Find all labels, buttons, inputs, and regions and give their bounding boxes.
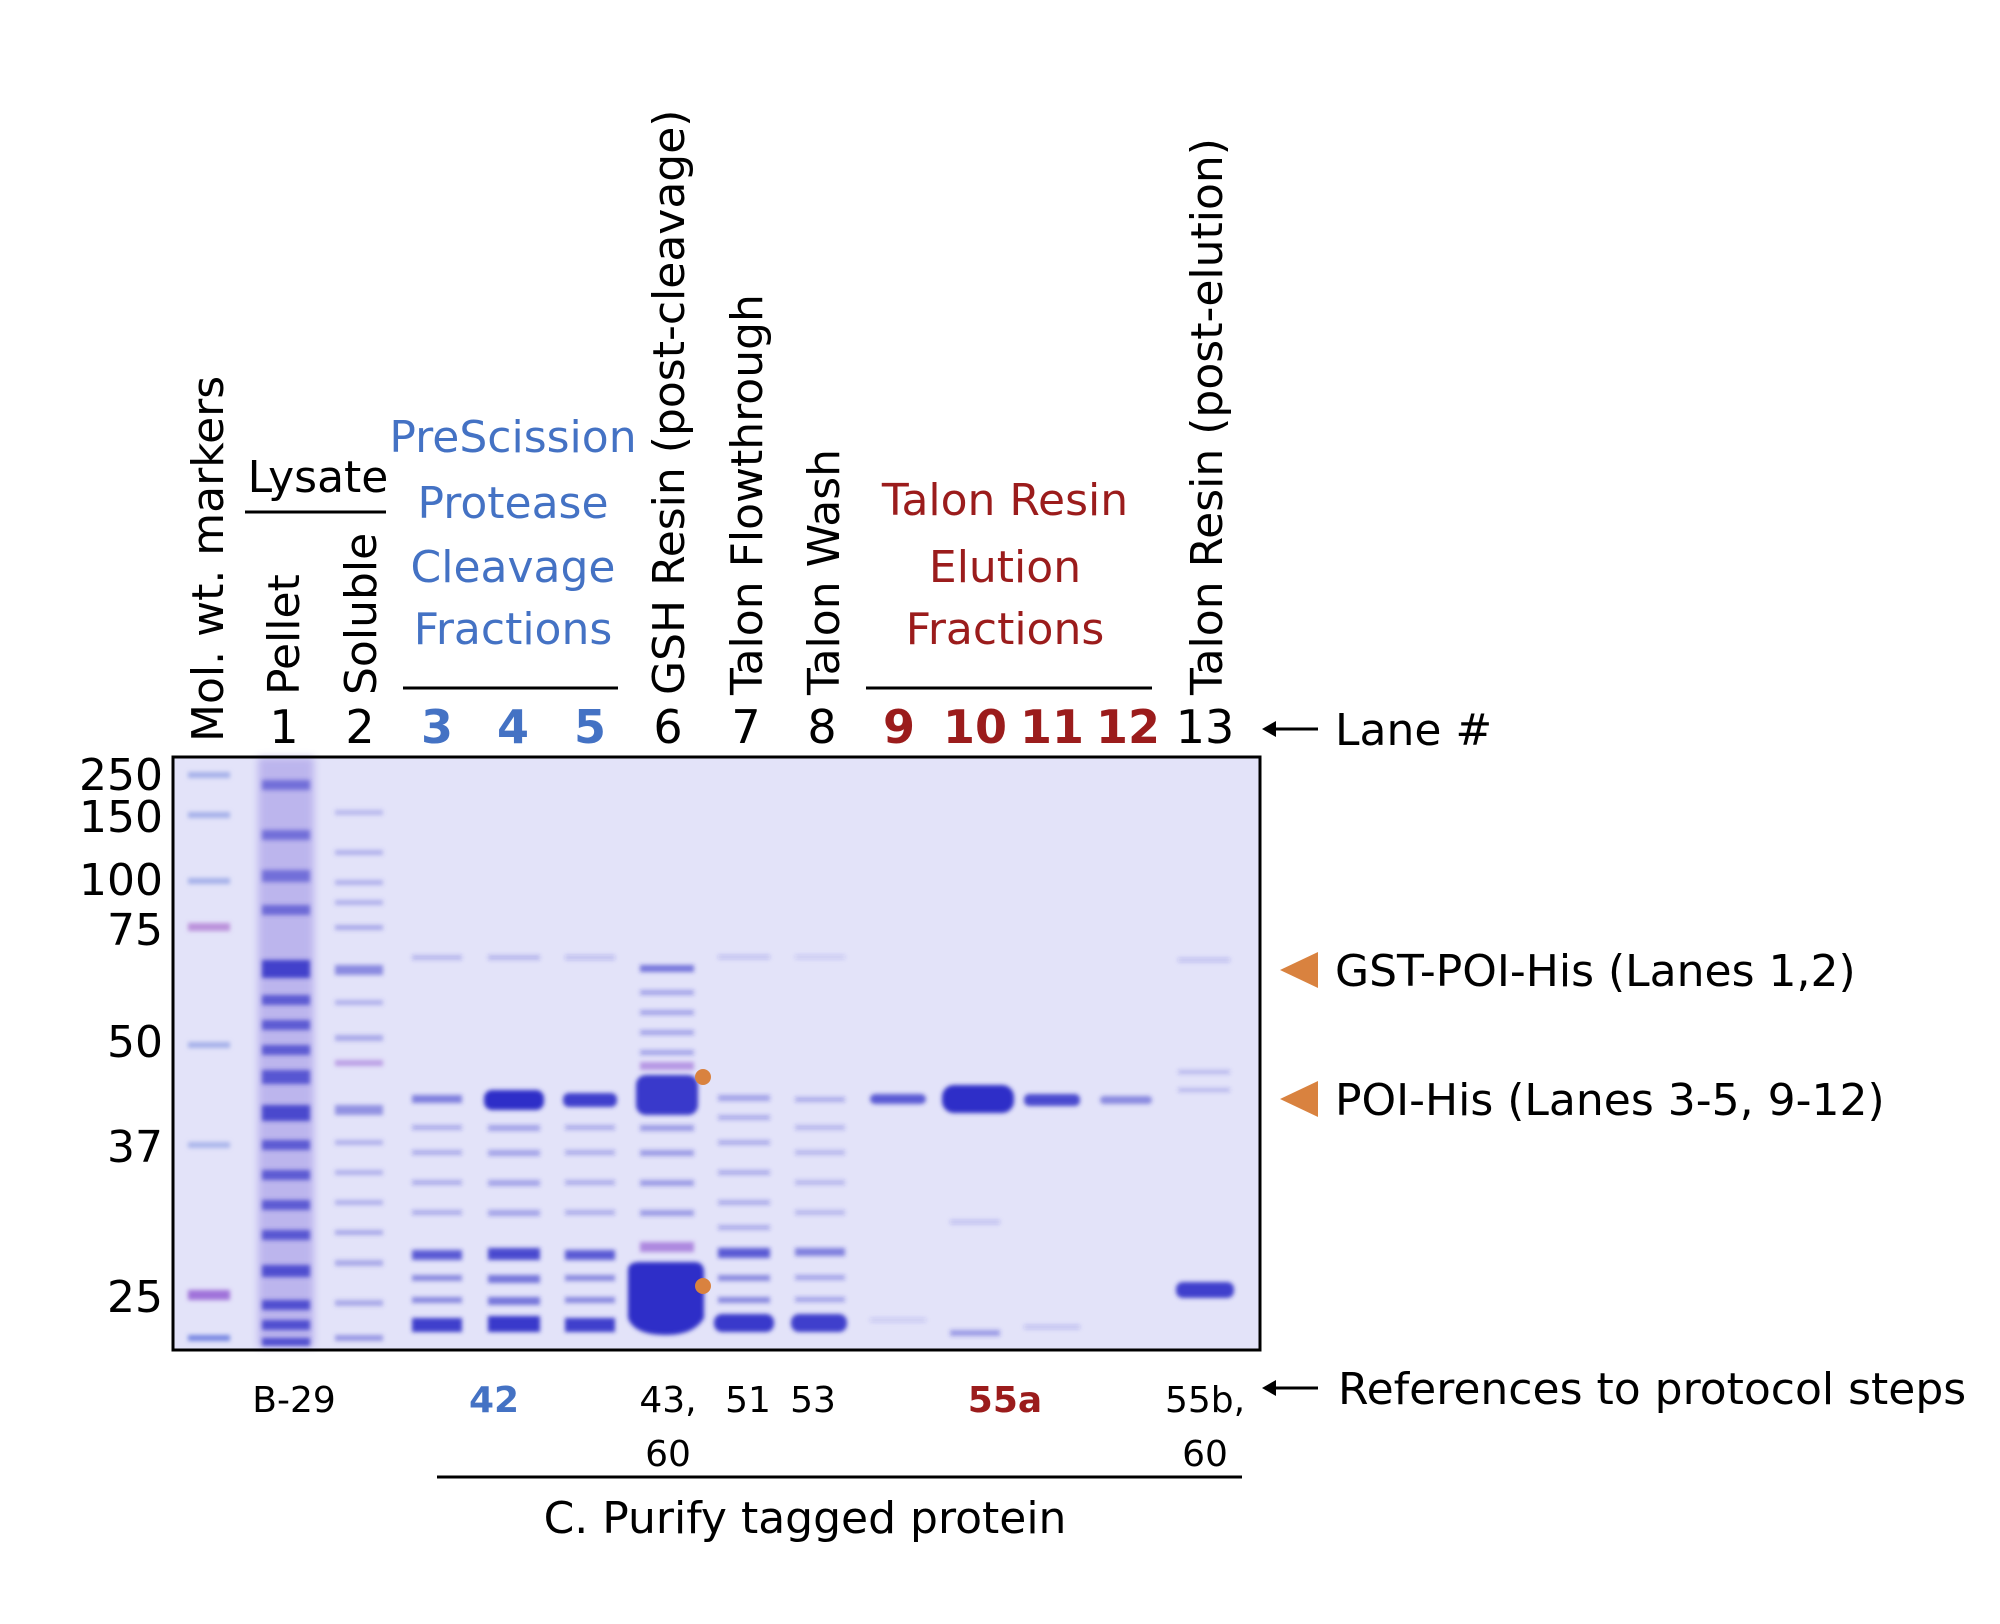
poi-his-label: POI-His (Lanes 3-5, 9-12) xyxy=(1335,1075,1885,1126)
lane-8-talon-wash xyxy=(791,955,847,1332)
mw-label: 25 xyxy=(107,1272,163,1323)
gst-poi-his-label: GST-POI-His (Lanes 1,2) xyxy=(1335,946,1856,997)
protocol-references: B-29 42 43, 60 51 53 55a 55b, 60 xyxy=(252,1380,1245,1475)
protocol-ref: 53 xyxy=(790,1380,836,1421)
talon-elution-line-3: Fractions xyxy=(906,604,1105,655)
talon-elution-group-label: Talon Resin Elution Fractions xyxy=(881,475,1128,655)
prescission-line-3: Cleavage xyxy=(411,542,616,593)
lane-number: 11 xyxy=(1020,700,1084,754)
lane-number: 6 xyxy=(653,700,682,754)
poi-his-arrowhead xyxy=(1280,1081,1318,1117)
mw-label: 250 xyxy=(79,750,163,801)
lanes-9-12-talon-elution xyxy=(870,1085,1152,1336)
lane-header-pellet: Pellet xyxy=(259,574,310,695)
lane-number: 9 xyxy=(883,700,915,754)
protocol-ref: 60 xyxy=(645,1434,691,1475)
lane-numbers: 1 2 3 4 5 6 7 8 9 10 11 12 13 xyxy=(269,700,1234,754)
lane-13-talon-resin-post-elution xyxy=(1176,958,1234,1298)
talon-elution-line-2: Elution xyxy=(929,542,1081,593)
lane-7-talon-flowthrough xyxy=(714,955,774,1332)
protocol-ref: 55b, xyxy=(1165,1380,1245,1421)
lane-header-talon-post-elution: Talon Resin (post-elution) xyxy=(1182,138,1233,696)
mw-marker-labels: 250 150 100 75 50 37 25 xyxy=(79,750,163,1323)
gel-image xyxy=(171,755,1262,1352)
lane-number: 2 xyxy=(345,700,374,754)
lysate-label: Lysate xyxy=(248,452,389,503)
lane-header-talon-wash: Talon Wash xyxy=(799,449,850,696)
lane-number: 7 xyxy=(731,700,760,754)
lane-header-labels: Mol. wt. markers Pellet Soluble GSH Resi… xyxy=(183,110,1233,742)
lane-markers xyxy=(188,772,230,1341)
lane-number: 4 xyxy=(497,700,529,754)
prescission-group-label: PreScission Protease Cleavage Fractions xyxy=(389,412,636,655)
protocol-refs-label: References to protocol steps xyxy=(1338,1364,1966,1415)
mw-label: 150 xyxy=(79,792,163,843)
lane-header-soluble: Soluble xyxy=(336,533,387,695)
mw-label: 100 xyxy=(79,855,163,906)
mw-label: 50 xyxy=(107,1017,163,1068)
gst-free-marker-dot xyxy=(695,1278,711,1294)
lanes-3-5-prescission xyxy=(412,955,617,1332)
protocol-ref: 55a xyxy=(968,1380,1042,1421)
protocol-ref: 51 xyxy=(725,1380,771,1421)
lane-header-talon-flowthrough: Talon Flowthrough xyxy=(722,294,773,696)
prescission-line-2: Protease xyxy=(417,478,608,529)
lane-number: 13 xyxy=(1176,700,1235,754)
lysate-group-label: Lysate xyxy=(245,452,389,514)
protocol-ref: 43, xyxy=(639,1380,696,1421)
lane-number: 10 xyxy=(943,700,1007,754)
mw-label: 75 xyxy=(107,905,163,956)
lane-number: 12 xyxy=(1096,700,1160,754)
mw-label: 37 xyxy=(107,1122,163,1173)
prescission-line-1: PreScission xyxy=(389,412,636,463)
lane-1-pellet xyxy=(258,757,314,1347)
lane-header-markers: Mol. wt. markers xyxy=(183,376,234,742)
gst-tag-marker-dot xyxy=(695,1069,711,1085)
lane-2-soluble xyxy=(335,810,383,1341)
gst-poi-his-arrowhead xyxy=(1280,952,1318,988)
lane-number: 1 xyxy=(269,700,298,754)
lane-number: 3 xyxy=(421,700,453,754)
protocol-refs-pointer: References to protocol steps xyxy=(1262,1364,1966,1415)
protocol-ref: B-29 xyxy=(252,1380,336,1421)
talon-elution-line-1: Talon Resin xyxy=(881,475,1128,526)
lane-6-gsh-resin xyxy=(628,965,704,1335)
prescission-line-4: Fractions xyxy=(414,604,613,655)
band-annotations: GST-POI-His (Lanes 1,2) POI-His (Lanes 3… xyxy=(1280,946,1885,1126)
lane-number-label: Lane # xyxy=(1335,705,1492,756)
section-label: C. Purify tagged protein xyxy=(544,1493,1067,1544)
gel-background xyxy=(173,757,1260,1350)
lane-number-pointer: Lane # xyxy=(1262,705,1492,756)
protocol-ref: 60 xyxy=(1182,1434,1228,1475)
lane-header-gsh-resin: GSH Resin (post-cleavage) xyxy=(644,110,695,695)
protocol-ref: 42 xyxy=(469,1380,519,1421)
gel-border xyxy=(171,755,1262,1352)
lane-number: 8 xyxy=(807,700,836,754)
lane-number: 5 xyxy=(574,700,606,754)
